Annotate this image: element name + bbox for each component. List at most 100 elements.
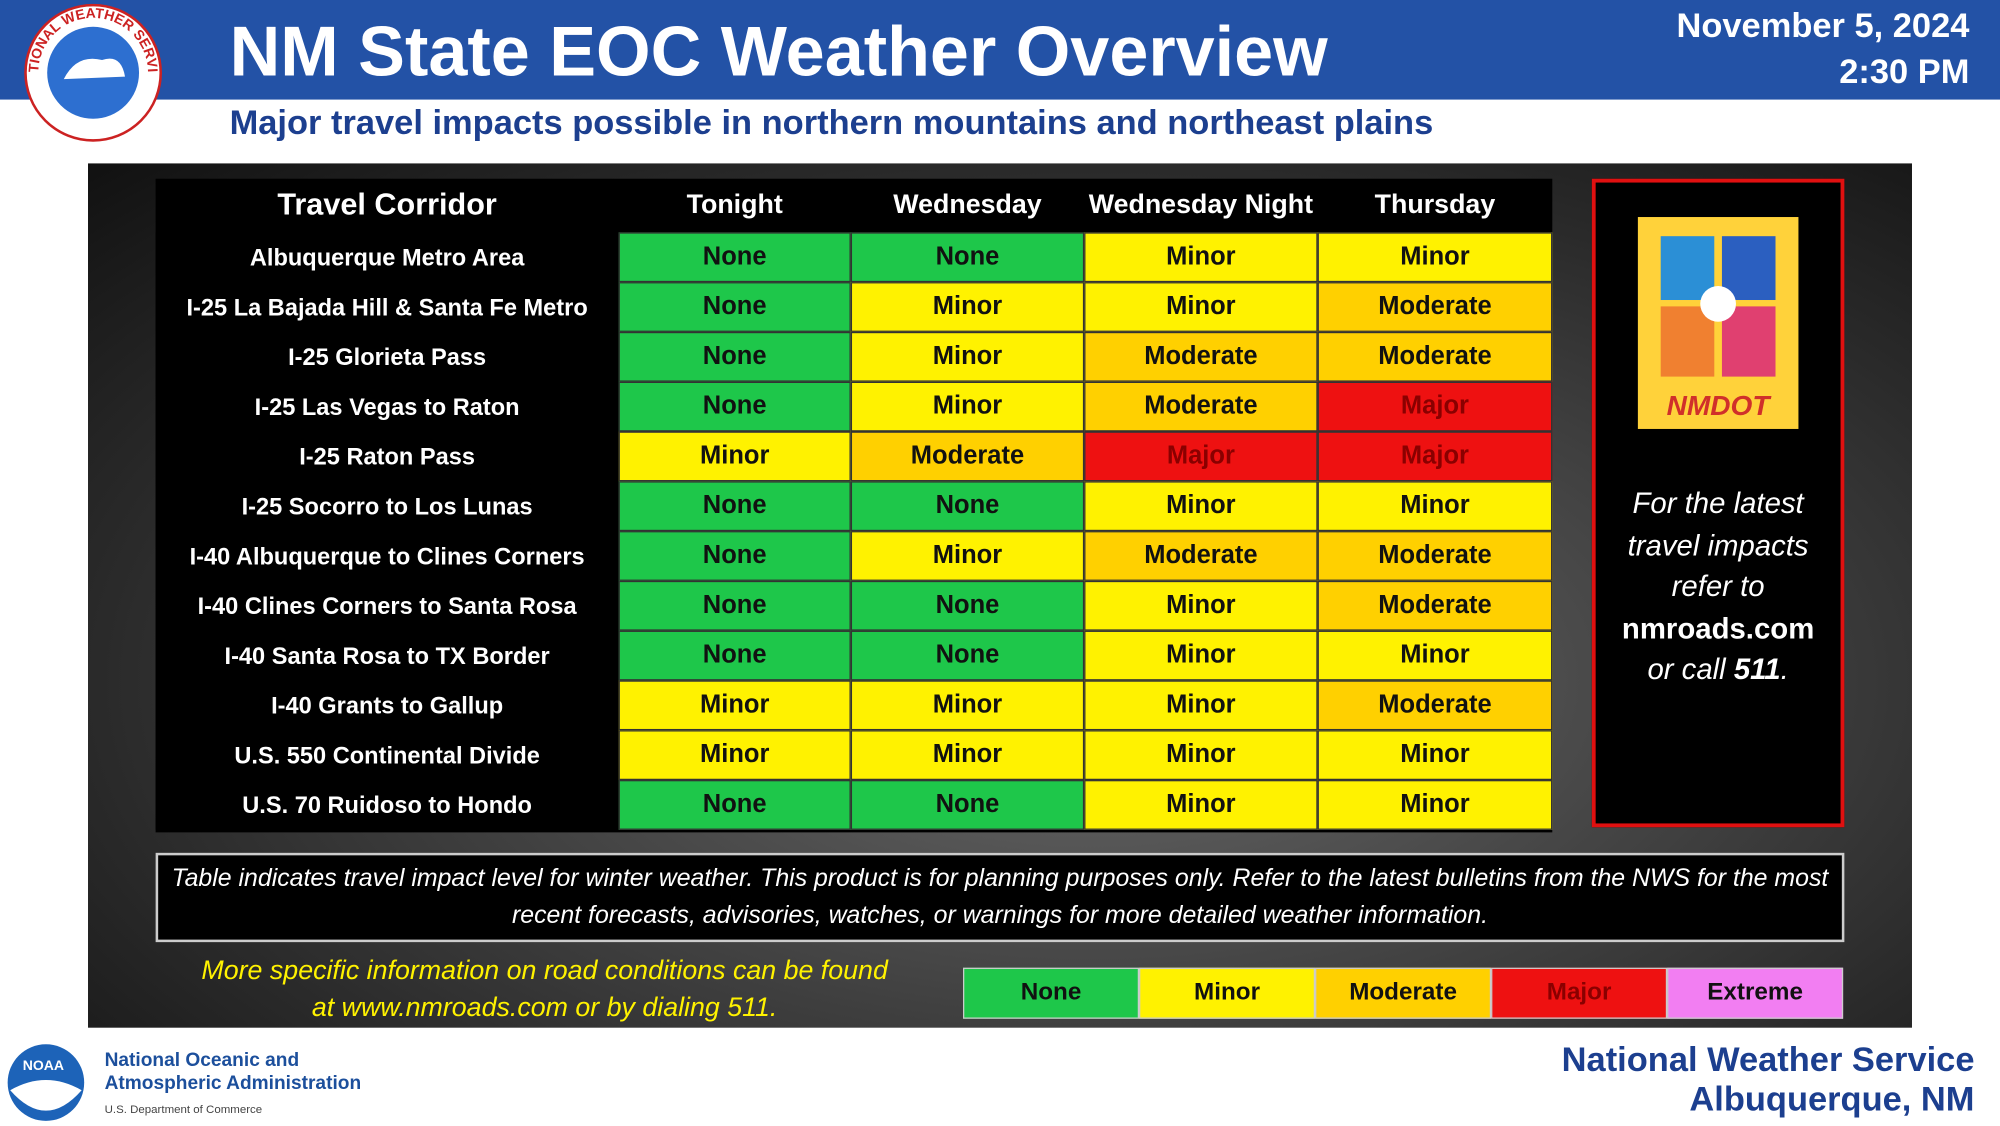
sidebar-line: travel impacts	[1627, 527, 1809, 562]
impact-cell: Minor	[850, 331, 1085, 382]
impact-cell: Minor	[1317, 780, 1553, 830]
impact-cell: Minor	[618, 431, 851, 482]
sidebar-text: For the latest travel impacts refer to n…	[1594, 483, 1841, 690]
impact-cell: Minor	[618, 730, 851, 781]
column-header: Thursday	[1374, 190, 1496, 220]
corridor-name: U.S. 550 Continental Divide	[155, 730, 619, 781]
impact-cell: Minor	[1317, 232, 1553, 283]
impact-cell: Minor	[850, 531, 1085, 581]
logo-q4	[1721, 306, 1776, 377]
impact-cell: None	[850, 780, 1085, 830]
impact-cell: Minor	[850, 680, 1085, 731]
nmdot-logo: NMDOT	[1637, 217, 1799, 429]
logo-text: NMDOT	[1667, 390, 1773, 421]
office-line: National Weather Service	[1561, 1040, 1975, 1079]
more-info: More specific information on road condit…	[166, 952, 924, 1026]
impact-cell: Minor	[1084, 630, 1318, 681]
impact-cell: Major	[1084, 431, 1318, 482]
corridor-name: I-40 Grants to Gallup	[155, 680, 619, 731]
impact-cell: Minor	[1317, 630, 1553, 681]
logo-sun	[1700, 285, 1736, 322]
impact-cell: None	[618, 381, 851, 432]
impact-cell: Minor	[850, 730, 1085, 781]
noaa-line: National Oceanic and	[104, 1049, 300, 1072]
impact-cell: Moderate	[1317, 531, 1553, 581]
impact-cell: Minor	[1084, 232, 1318, 283]
sidebar-line: refer to	[1671, 569, 1765, 603]
office: National Weather Service Albuquerque, NM	[1562, 1040, 1975, 1119]
sidebar-line: For the latest	[1632, 486, 1804, 520]
impact-cell: Minor	[618, 680, 851, 731]
noaa-logo: NOAA	[7, 1044, 85, 1121]
impact-cell: None	[618, 630, 851, 681]
impact-cell: Minor	[850, 381, 1085, 432]
impact-cell: Major	[1317, 431, 1553, 482]
impact-cell: None	[618, 481, 851, 532]
noaa-line: Atmospheric Administration	[104, 1072, 362, 1095]
column-header: Travel Corridor	[277, 187, 497, 223]
noaa-bird	[10, 1080, 82, 1111]
title: NM State EOC Weather Overview	[229, 11, 1328, 91]
impact-cell: None	[618, 331, 851, 382]
corridor-name: I-40 Clines Corners to Santa Rosa	[155, 580, 619, 631]
time: 2:30 PM	[1839, 52, 1970, 91]
impact-cell: None	[850, 232, 1085, 283]
legend-item: Moderate	[1315, 967, 1492, 1019]
more-info-line: at www.nmroads.com or by dialing 511.	[311, 993, 778, 1023]
date: November 5, 2024	[1676, 6, 1970, 45]
nws-logo: NATIONAL WEATHER SERVICE	[13, 3, 162, 142]
column-header: Wednesday	[893, 190, 1042, 220]
impact-cell: None	[618, 232, 851, 283]
corridor-name: U.S. 70 Ruidoso to Hondo	[155, 780, 619, 830]
legend-item: Minor	[1139, 967, 1316, 1019]
impact-cell: Minor	[1084, 282, 1318, 332]
corridor-name: I-25 Raton Pass	[155, 431, 619, 482]
impact-cell: Minor	[1084, 580, 1318, 631]
impact-cell: None	[850, 630, 1085, 681]
logo-q1	[1660, 236, 1715, 301]
column-header: Tonight	[686, 190, 783, 220]
column-header: Wednesday Night	[1088, 190, 1314, 220]
corridor-name: I-40 Albuquerque to Clines Corners	[155, 531, 619, 581]
impact-cell: None	[850, 481, 1085, 532]
more-info-line: More specific information on road condit…	[201, 956, 888, 986]
impact-cell: Minor	[850, 282, 1085, 332]
sidebar-end: .	[1780, 652, 1789, 686]
impact-cell: Minor	[1317, 481, 1553, 532]
impact-cell: None	[618, 580, 851, 631]
impact-cell: Moderate	[1317, 331, 1553, 382]
corridor-name: I-40 Santa Rosa to TX Border	[155, 630, 619, 681]
impact-cell: Major	[1317, 381, 1553, 432]
impact-cell: Moderate	[1084, 381, 1318, 432]
corridor-name: I-25 Las Vegas to Raton	[155, 381, 619, 432]
impact-cell: None	[850, 580, 1085, 631]
impact-cell: Moderate	[1317, 580, 1553, 631]
impact-cell: Minor	[1084, 680, 1318, 731]
impact-cell: Minor	[1084, 481, 1318, 532]
office-line: Albuquerque, NM	[1689, 1080, 1975, 1119]
logo-q3	[1660, 306, 1715, 377]
header-bar	[0, 0, 2000, 100]
legend: None Minor Moderate Major Extreme	[963, 967, 1844, 1019]
impact-table: Travel Corridor Tonight Wednesday Wednesday…	[155, 178, 1553, 833]
corridor-name: I-25 La Bajada Hill & Santa Fe Metro	[155, 282, 619, 332]
impact-cell: Moderate	[1084, 331, 1318, 382]
legend-item: Major	[1491, 967, 1668, 1019]
legend-item: Extreme	[1667, 967, 1844, 1019]
impact-cell: Moderate	[1084, 531, 1318, 581]
corridor-name: I-25 Socorro to Los Lunas	[155, 481, 619, 532]
sidebar-number: 511	[1733, 652, 1781, 686]
legend-item: None	[963, 967, 1140, 1019]
impact-cell: Moderate	[1317, 680, 1553, 731]
subtitle: Major travel impacts possible in norther…	[229, 103, 1434, 142]
impact-cell: Minor	[1317, 730, 1553, 781]
logo-q2	[1721, 236, 1776, 301]
noaa-name: National Oceanic and Atmospheric Adminis…	[105, 1049, 362, 1120]
corridor-name: Albuquerque Metro Area	[155, 232, 619, 283]
sidebar-call: or call	[1647, 652, 1726, 686]
impact-cell: Minor	[1084, 780, 1318, 830]
impact-cell: None	[618, 282, 851, 332]
impact-cell: None	[618, 780, 851, 830]
disclaimer: Table indicates travel impact level for …	[155, 852, 1845, 943]
